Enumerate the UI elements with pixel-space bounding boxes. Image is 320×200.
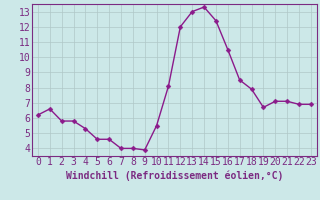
X-axis label: Windchill (Refroidissement éolien,°C): Windchill (Refroidissement éolien,°C) [66, 170, 283, 181]
